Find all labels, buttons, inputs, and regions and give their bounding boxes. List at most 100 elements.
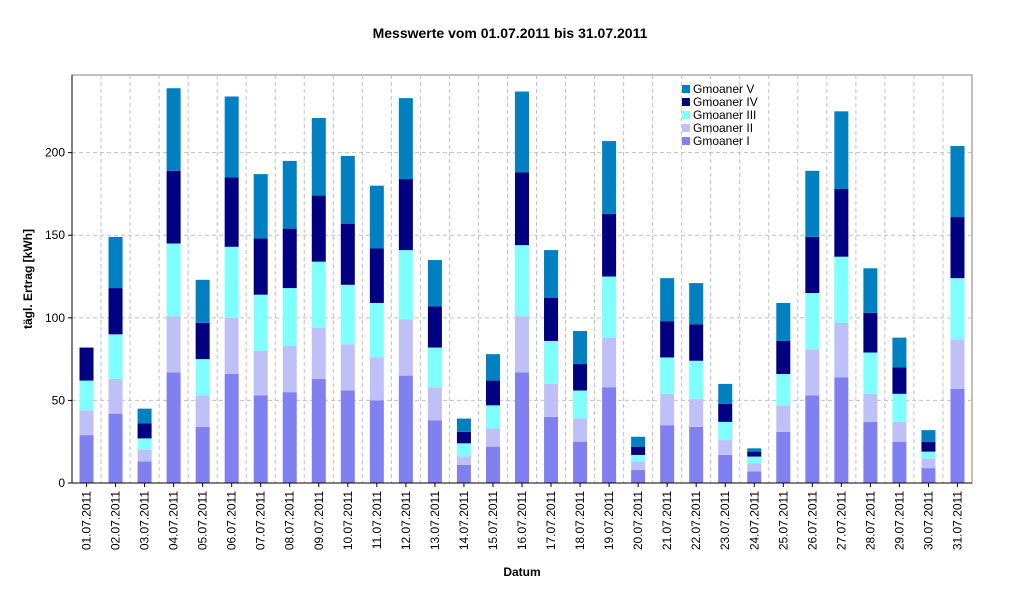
bar-segment — [776, 431, 791, 483]
bar-segment — [515, 245, 529, 317]
bar-segment — [544, 297, 559, 341]
bar-segment — [689, 283, 704, 325]
bar-segment — [224, 373, 239, 483]
bar-segment — [834, 322, 849, 378]
bar-segment — [253, 350, 268, 396]
bar-segment — [427, 306, 442, 348]
bar-segment — [950, 278, 965, 340]
bar-segment — [950, 339, 965, 389]
bar-segment — [718, 421, 733, 441]
bar-segment — [892, 393, 907, 422]
bar-segment — [573, 441, 588, 483]
bar-segment — [137, 461, 152, 483]
bar-segment — [253, 174, 268, 239]
bar-segment — [950, 217, 965, 279]
bar-segment — [863, 312, 878, 353]
x-tick-label: 23.07.2011 — [718, 491, 732, 550]
x-tick-label: 02.07.2011 — [109, 491, 123, 550]
bar-segment — [485, 428, 500, 447]
bar-segment — [253, 395, 268, 483]
bar-segment — [660, 321, 675, 358]
x-tick-label: 10.07.2011 — [341, 491, 355, 550]
bar-segment — [195, 359, 210, 396]
bar-segment — [340, 284, 355, 345]
bar-segment — [79, 435, 94, 483]
bar-segment — [369, 302, 384, 358]
y-tick-label: 0 — [58, 476, 65, 490]
legend-label: Gmoaner V — [693, 82, 754, 96]
bar-segment — [631, 446, 646, 455]
bar-segment — [718, 383, 733, 404]
bar-segment — [137, 423, 152, 439]
bar-segment — [573, 364, 588, 391]
bar-segment — [427, 347, 442, 388]
bar-segment — [311, 327, 326, 379]
x-tick-label: 16.07.2011 — [515, 491, 529, 550]
bar-segment — [166, 243, 181, 317]
bar-segment — [689, 360, 704, 399]
x-tick-label: 06.07.2011 — [225, 491, 239, 550]
bar-segment — [79, 410, 94, 436]
bar-segment — [515, 172, 529, 246]
bar-segment — [485, 446, 500, 483]
bar-segment — [282, 392, 297, 483]
bar-segment — [660, 425, 675, 483]
bar-segment — [166, 316, 181, 373]
bar-segment — [311, 117, 326, 196]
bar-segment — [398, 319, 413, 376]
bar-segment — [631, 436, 646, 447]
bar-segment — [195, 322, 210, 360]
bar-segment — [340, 344, 355, 391]
bar-segment — [602, 337, 617, 388]
bar-segment — [631, 469, 646, 483]
legend-swatch — [682, 111, 690, 119]
bar-segment — [195, 395, 210, 427]
bar-segment — [369, 357, 384, 401]
bar-segment — [805, 236, 820, 294]
x-tick-label: 01.07.2011 — [80, 491, 94, 550]
bar-segment — [834, 377, 849, 483]
bar-segment — [224, 96, 239, 178]
bar-segment — [369, 185, 384, 249]
bar-segment — [224, 246, 239, 318]
bar-segment — [282, 160, 297, 229]
x-tick-label: 31.07.2011 — [950, 491, 964, 550]
bar-segment — [282, 228, 297, 289]
bar-segment — [137, 449, 152, 462]
bar-segment — [485, 354, 500, 381]
y-tick-label: 100 — [45, 311, 65, 325]
bar-segment — [834, 111, 849, 189]
bar-segment — [921, 451, 936, 459]
bar-segment — [921, 441, 936, 452]
bar-segment — [689, 398, 704, 427]
bar-segment — [834, 256, 849, 323]
bar-segment — [950, 146, 965, 218]
x-tick-label: 24.07.2011 — [747, 491, 761, 550]
bar-segment — [108, 236, 123, 289]
x-tick-label: 29.07.2011 — [892, 491, 906, 550]
legend-label: Gmoaner III — [693, 108, 756, 122]
x-tick-label: 04.07.2011 — [167, 491, 181, 550]
bar-segment — [689, 324, 704, 361]
x-tick-label: 03.07.2011 — [138, 491, 152, 550]
bar-segment — [282, 345, 297, 393]
legend-label: Gmoaner IV — [693, 95, 758, 109]
bar-segment — [398, 250, 413, 320]
bar-segment — [863, 352, 878, 394]
bar-segment — [166, 88, 181, 171]
bar-segment — [456, 456, 471, 465]
bar-segment — [544, 250, 559, 298]
bar-segment — [631, 454, 646, 462]
bar-segment — [747, 448, 762, 452]
bar-segment — [311, 261, 326, 328]
bar-segment — [602, 213, 617, 277]
bar-segment — [79, 380, 94, 411]
bar-segment — [456, 443, 471, 457]
x-tick-label: 09.07.2011 — [312, 491, 326, 550]
bar-segment — [747, 456, 762, 464]
x-tick-label: 08.07.2011 — [283, 491, 297, 550]
bar-segment — [427, 260, 442, 307]
bar-segment — [427, 387, 442, 421]
